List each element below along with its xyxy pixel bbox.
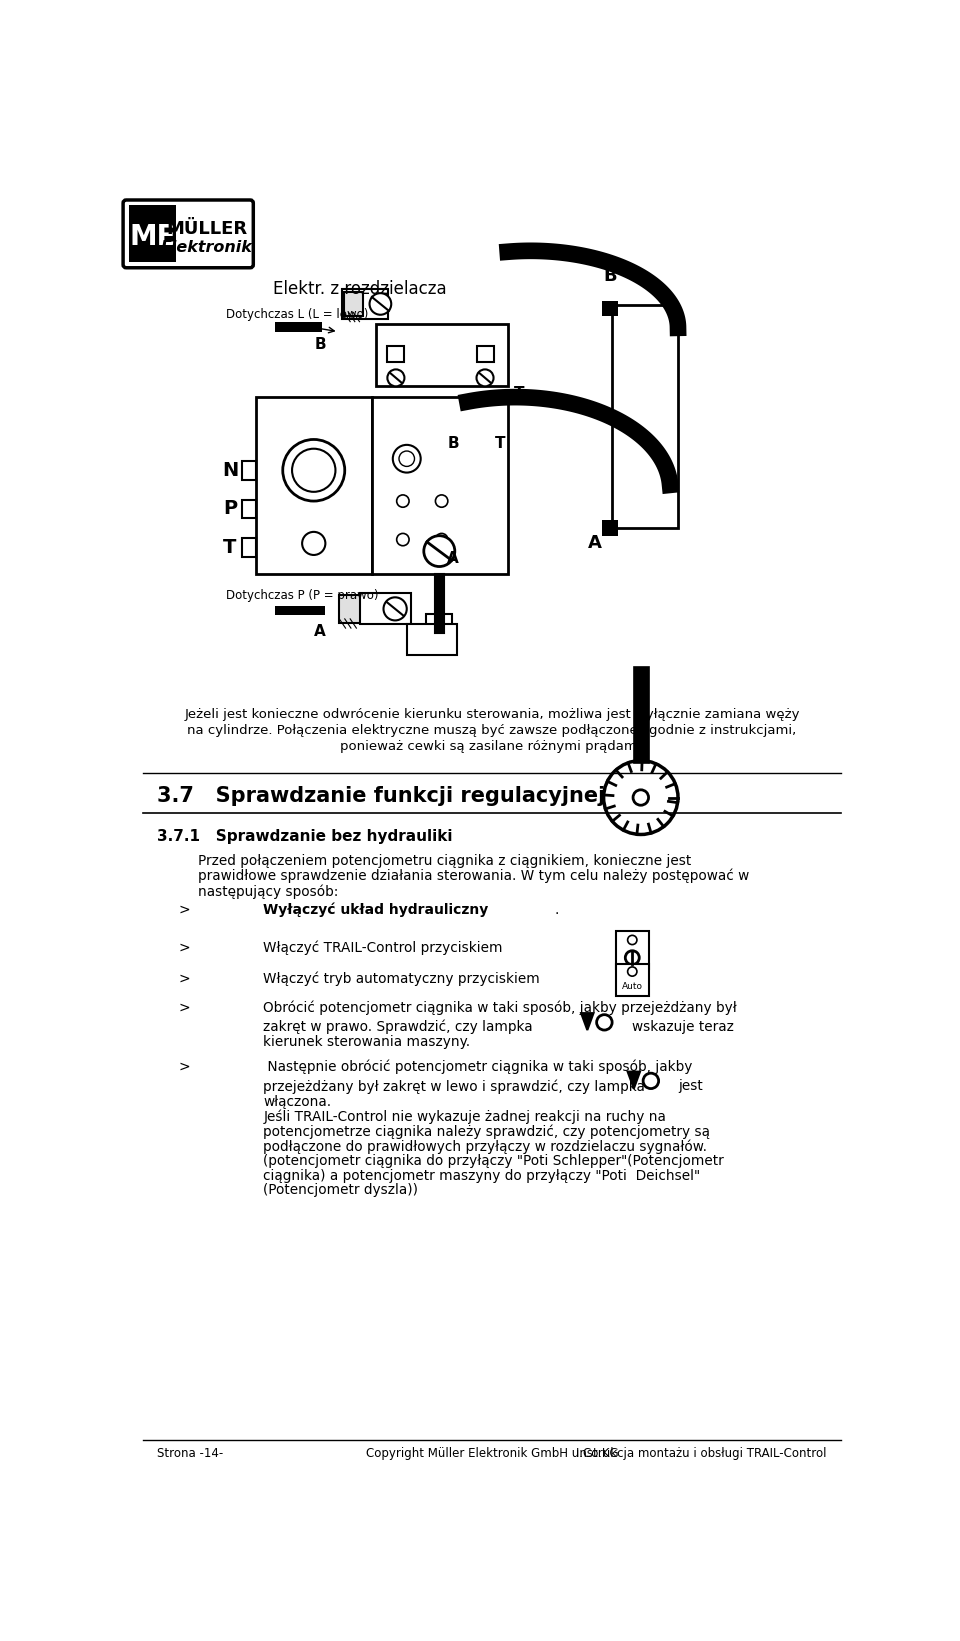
Circle shape (399, 451, 415, 466)
Text: Jeżeli jest konieczne odwrócenie kierunku sterowania, możliwa jest wyłącznie zam: Jeżeli jest konieczne odwrócenie kierunk… (184, 707, 800, 720)
Text: Dotychczas P (P = prawo): Dotychczas P (P = prawo) (227, 589, 378, 602)
Text: >: > (179, 940, 190, 955)
Circle shape (436, 533, 447, 546)
Text: następujący sposób:: następujący sposób: (198, 884, 338, 899)
Circle shape (283, 440, 345, 501)
Text: T: T (224, 538, 237, 556)
Circle shape (476, 369, 493, 386)
Text: Jeśli TRAIL-Control nie wykazuje żadnej reakcji na ruchy na: Jeśli TRAIL-Control nie wykazuje żadnej … (263, 1109, 666, 1124)
Text: T: T (494, 437, 505, 451)
Text: podłączone do prawidłowych przyłączy w rozdzielaczu sygnałów.: podłączone do prawidłowych przyłączy w r… (263, 1139, 708, 1154)
Text: Obrócić potencjometr ciągnika w taki sposób, jakby przejeżdżany był: Obrócić potencjometr ciągnika w taki spo… (263, 1001, 737, 1016)
Text: A: A (447, 551, 459, 566)
Text: 3.7   Sprawdzanie funkcji regulacyjnej: 3.7 Sprawdzanie funkcji regulacyjnej (157, 786, 606, 806)
Text: B: B (447, 437, 459, 451)
Text: ME: ME (130, 223, 176, 251)
Text: Auto: Auto (622, 983, 643, 991)
Circle shape (292, 448, 335, 492)
Bar (372, 397, 508, 574)
Bar (602, 520, 617, 535)
Circle shape (388, 369, 404, 386)
Text: Elektr. z rozdzielacza: Elektr. z rozdzielacza (274, 281, 447, 299)
Bar (339, 596, 361, 622)
Bar (243, 499, 255, 519)
Text: ponieważ cewki są zasilane różnymi prądami.: ponieważ cewki są zasilane różnymi prąda… (340, 740, 644, 753)
Circle shape (396, 496, 409, 507)
Circle shape (436, 496, 447, 507)
Bar (243, 461, 255, 479)
Text: włączona.: włączona. (263, 1095, 331, 1109)
Text: B: B (603, 267, 616, 286)
Bar (342, 289, 388, 318)
Text: (potencjometr ciągnika do przyłączy "Poti Schlepper"(Potencjometr: (potencjometr ciągnika do przyłączy "Pot… (263, 1154, 724, 1168)
Circle shape (625, 950, 639, 965)
Text: ciągnika) a potencjometr maszyny do przyłączy "Poti  Deichsel": ciągnika) a potencjometr maszyny do przy… (263, 1168, 701, 1183)
Text: A: A (588, 535, 602, 553)
Text: prawidłowe sprawdzenie działania sterowania. W tym celu należy postępować w: prawidłowe sprawdzenie działania sterowa… (198, 868, 749, 883)
Bar (602, 300, 617, 317)
Text: .: . (554, 903, 559, 917)
Bar (243, 538, 255, 556)
Bar (616, 930, 649, 970)
Text: (Potencjometr dyszla)): (Potencjometr dyszla)) (263, 1183, 419, 1198)
Circle shape (383, 597, 407, 620)
Text: 3.7.1   Sprawdzanie bez hydrauliki: 3.7.1 Sprawdzanie bez hydrauliki (157, 829, 453, 843)
Bar (426, 614, 452, 629)
Bar (360, 594, 411, 624)
Text: A: A (314, 625, 325, 640)
Text: MÜLLER: MÜLLER (166, 220, 248, 238)
Text: przejeżdżany był zakręt w lewo i sprawdzić, czy lampka: przejeżdżany był zakręt w lewo i sprawdz… (263, 1080, 645, 1093)
Text: jest: jest (678, 1080, 703, 1093)
Circle shape (393, 445, 420, 473)
Bar (344, 292, 363, 317)
Text: Instrukcja montażu i obsługi TRAIL-Control: Instrukcja montażu i obsługi TRAIL-Contr… (576, 1447, 827, 1460)
Bar (275, 606, 325, 615)
Text: Dotychczas L (L = lewo): Dotychczas L (L = lewo) (227, 309, 369, 322)
Text: na cylindrze. Połączenia elektryczne muszą być zawsze podłączone zgodnie z instr: na cylindrze. Połączenia elektryczne mus… (187, 724, 797, 737)
Bar (407, 624, 457, 655)
Circle shape (643, 1073, 659, 1088)
Circle shape (302, 532, 325, 555)
Circle shape (604, 760, 678, 835)
Circle shape (633, 789, 649, 806)
Bar (275, 322, 322, 331)
Circle shape (423, 535, 455, 566)
Circle shape (370, 294, 392, 315)
Circle shape (628, 935, 636, 945)
Text: Włączyć tryb automatyczny przyciskiem: Włączyć tryb automatyczny przyciskiem (263, 971, 540, 986)
Text: Wyłączyć układ hydrauliczny: Wyłączyć układ hydrauliczny (263, 903, 489, 917)
Bar (430, 632, 448, 642)
Bar (375, 323, 508, 386)
Text: Następnie obrócić potencjometr ciągnika w taki sposób, jakby: Następnie obrócić potencjometr ciągnika … (263, 1060, 693, 1075)
Text: B: B (314, 338, 325, 353)
Text: Przed połączeniem potencjometru ciągnika z ciągnikiem, konieczne jest: Przed połączeniem potencjometru ciągnika… (198, 853, 691, 868)
Text: wskazuje teraz: wskazuje teraz (632, 1021, 733, 1034)
Bar (255, 397, 372, 574)
Text: Copyright Müller Elektronik GmbH u.Co.KG: Copyright Müller Elektronik GmbH u.Co.KG (366, 1447, 618, 1460)
Text: >: > (179, 903, 190, 917)
Bar (130, 205, 176, 263)
Text: >: > (179, 1060, 190, 1073)
Text: N: N (222, 461, 238, 479)
Bar (612, 305, 678, 528)
Bar (388, 346, 404, 363)
Text: Elektronik: Elektronik (161, 240, 252, 256)
Text: potencjometrze ciągnika należy sprawdzić, czy potencjometry są: potencjometrze ciągnika należy sprawdzić… (263, 1124, 710, 1139)
Circle shape (596, 1014, 612, 1031)
Text: T: T (514, 386, 524, 400)
Text: >: > (179, 971, 190, 986)
Text: Strona -14-: Strona -14- (157, 1447, 224, 1460)
Bar (476, 346, 493, 363)
Polygon shape (628, 1072, 640, 1088)
Circle shape (628, 967, 636, 976)
Circle shape (396, 533, 409, 546)
Text: Włączyć TRAIL-Control przyciskiem: Włączyć TRAIL-Control przyciskiem (263, 940, 503, 955)
Text: zakręt w prawo. Sprawdzić, czy lampka: zakręt w prawo. Sprawdzić, czy lampka (263, 1019, 533, 1034)
Text: kierunek sterowania maszyny.: kierunek sterowania maszyny. (263, 1035, 470, 1049)
FancyBboxPatch shape (123, 200, 253, 267)
Polygon shape (581, 1012, 593, 1031)
Bar (616, 963, 649, 996)
Text: >: > (179, 1001, 190, 1014)
Text: P: P (223, 499, 237, 519)
